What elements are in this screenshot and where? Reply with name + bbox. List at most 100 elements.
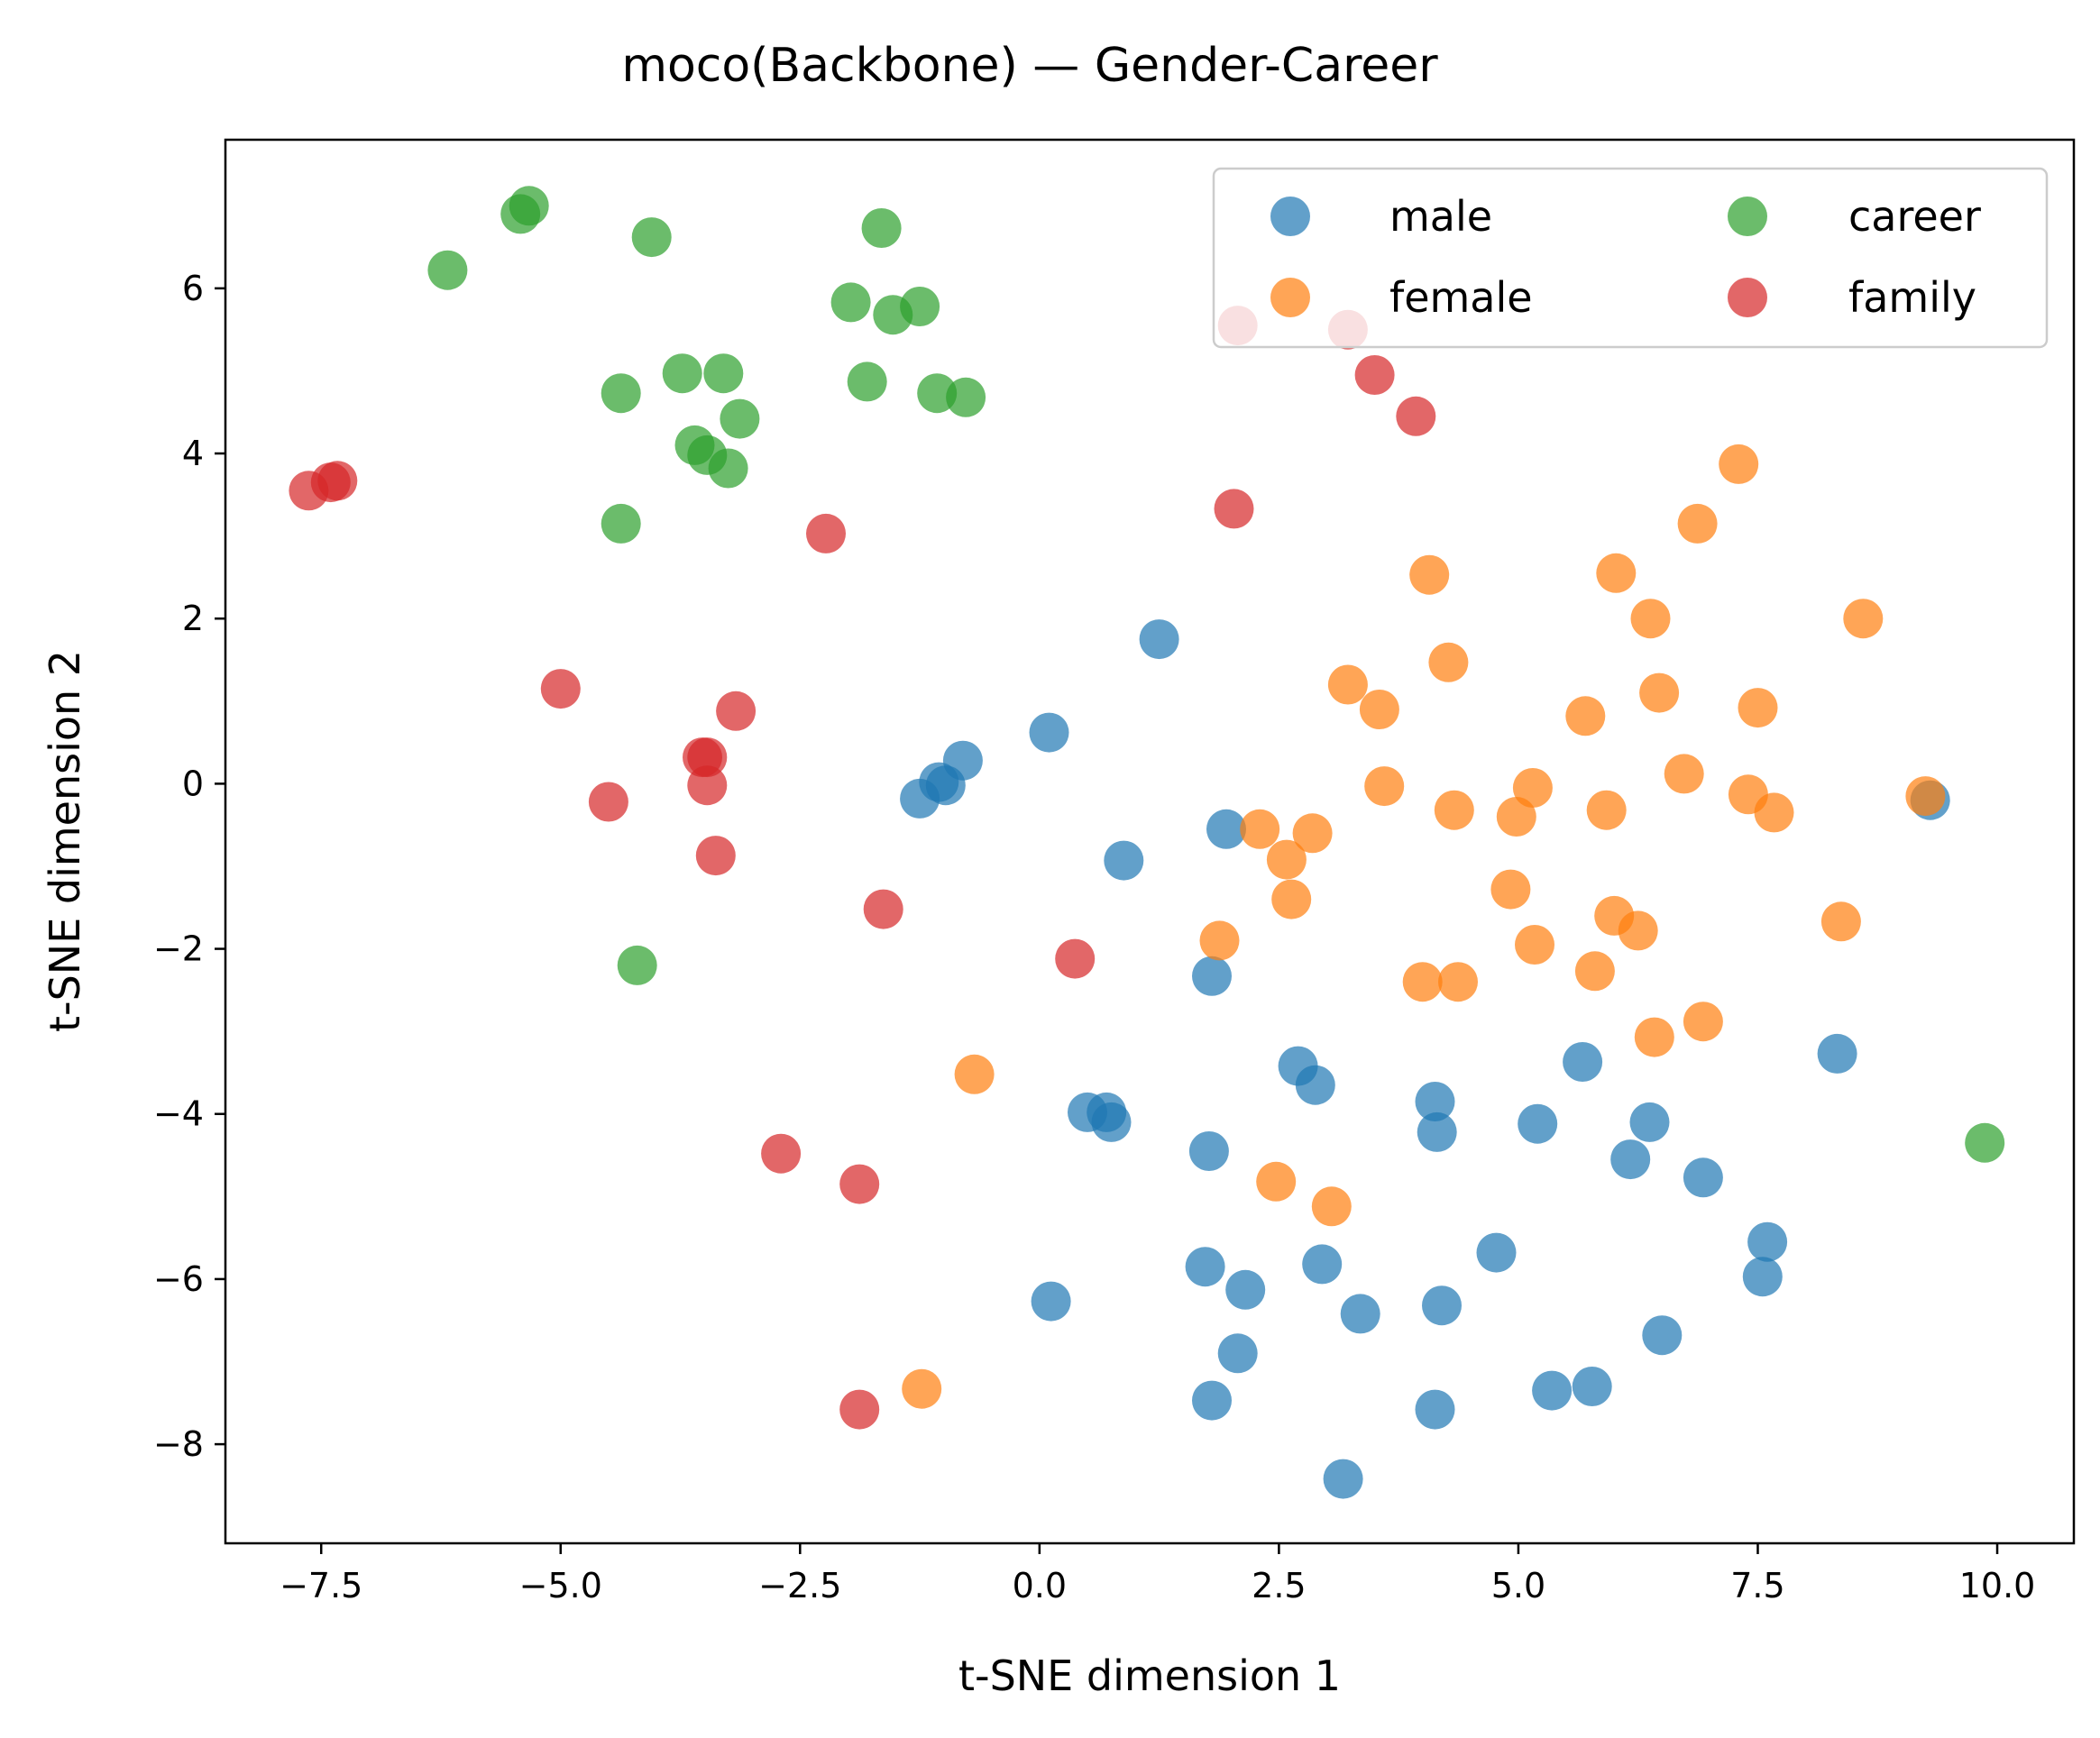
chart-title: moco(Backbone) — Gender-Career: [621, 39, 1438, 93]
point-male-17: [1518, 1103, 1558, 1144]
x-tick-label: −7.5: [280, 1566, 362, 1605]
point-male-10: [1295, 1065, 1335, 1105]
y-tick-label: −6: [153, 1259, 204, 1299]
point-female-37: [1256, 1161, 1297, 1202]
point-male-31: [1031, 1281, 1071, 1322]
point-male-26: [1225, 1269, 1266, 1310]
point-family-13: [687, 765, 728, 806]
point-female-17: [1434, 790, 1474, 830]
point-male-20: [1610, 1139, 1651, 1180]
point-female-7: [1327, 664, 1368, 705]
point-career-14: [720, 398, 760, 439]
point-female-34: [1634, 1017, 1674, 1057]
point-female-20: [1754, 792, 1794, 833]
point-male-34: [1415, 1389, 1455, 1430]
point-career-10: [601, 373, 641, 414]
point-family-2: [317, 461, 358, 501]
point-family-20: [839, 1389, 880, 1430]
point-female-35: [1683, 1002, 1723, 1042]
point-male-16: [1417, 1111, 1457, 1152]
y-tick-label: 0: [182, 764, 204, 803]
legend-label-male: male: [1389, 192, 1492, 241]
point-female-4: [1630, 599, 1671, 639]
point-male-21: [1683, 1157, 1723, 1198]
x-tick-label: 5.0: [1491, 1566, 1545, 1605]
y-tick-label: −2: [153, 929, 204, 969]
point-career-17: [708, 448, 748, 489]
point-male-36: [1572, 1367, 1612, 1406]
point-female-25: [1490, 869, 1531, 910]
point-female-31: [1402, 962, 1443, 1002]
point-female-5: [1843, 599, 1884, 639]
point-family-15: [695, 836, 736, 876]
point-family-10: [716, 691, 757, 731]
point-male-8: [1192, 956, 1232, 996]
legend-marker-male: [1270, 197, 1310, 236]
point-female-12: [1364, 766, 1405, 807]
point-family-12: [687, 737, 728, 778]
point-family-16: [863, 889, 903, 929]
point-male-25: [1185, 1247, 1225, 1287]
point-career-1: [509, 186, 549, 226]
point-female-9: [1565, 696, 1606, 736]
point-male-18: [1563, 1042, 1603, 1082]
legend-marker-career: [1728, 197, 1767, 236]
point-female-29: [1515, 925, 1554, 965]
x-tick-label: −5.0: [519, 1566, 602, 1605]
y-tick-label: −4: [153, 1094, 204, 1134]
y-tick-label: 4: [182, 434, 204, 473]
point-male-37: [1642, 1315, 1683, 1356]
point-career-8: [662, 353, 702, 394]
point-female-18: [1496, 797, 1536, 837]
point-female-21: [1240, 809, 1280, 849]
point-career-20: [1965, 1122, 2005, 1163]
point-career-7: [900, 287, 940, 326]
point-male-7: [1206, 809, 1246, 849]
point-family-8: [806, 513, 846, 553]
point-career-4: [427, 250, 468, 290]
point-female-23: [1266, 839, 1307, 880]
point-female-6: [1428, 642, 1469, 682]
point-female-13: [1512, 768, 1553, 808]
point-female-24: [1271, 879, 1312, 919]
y-axis-label: t-SNE dimension 2: [41, 650, 89, 1032]
point-male-35: [1532, 1370, 1573, 1411]
point-female-1: [1677, 503, 1718, 544]
point-career-3: [861, 208, 902, 248]
point-male-5: [900, 778, 940, 819]
point-male-24: [1742, 1257, 1783, 1297]
point-male-14: [1188, 1131, 1229, 1171]
legend-label-career: career: [1848, 192, 1981, 241]
point-female-19: [1586, 790, 1627, 830]
point-female-27: [1618, 910, 1658, 951]
point-female-10: [1639, 672, 1680, 713]
x-tick-label: 7.5: [1730, 1566, 1784, 1605]
y-tick-label: 2: [182, 599, 204, 638]
legend-box: [1212, 167, 2049, 349]
point-male-33: [1192, 1380, 1232, 1421]
legend-label-family: family: [1848, 273, 1976, 322]
point-male-29: [1422, 1285, 1462, 1326]
legend-label-female: female: [1389, 273, 1533, 322]
point-family-18: [761, 1133, 802, 1174]
point-family-6: [1396, 396, 1436, 436]
point-female-22: [1292, 813, 1333, 854]
y-axis-ticks: −8 −6 −4 −2 0 2 4 6: [153, 269, 225, 1464]
point-female-28: [1199, 920, 1240, 961]
point-career-5: [830, 282, 871, 323]
point-career-13: [946, 377, 986, 417]
x-axis-label: t-SNE dimension 1: [958, 1651, 1341, 1700]
legend-marker-female: [1270, 278, 1310, 317]
x-tick-label: 0.0: [1013, 1566, 1067, 1605]
point-male-19: [1629, 1102, 1670, 1142]
x-axis-ticks: −7.5 −5.0 −2.5 0.0 2.5 5.0 7.5 10.0: [280, 1543, 2035, 1605]
x-tick-label: 10.0: [1959, 1566, 2036, 1605]
point-career-9: [703, 353, 744, 394]
point-male-22: [1817, 1033, 1857, 1074]
point-female-16: [1905, 776, 1946, 817]
point-family-19: [839, 1164, 880, 1204]
point-female-14: [1664, 754, 1704, 794]
point-female-0: [1719, 444, 1759, 484]
legend: male female career family: [1212, 167, 2049, 349]
